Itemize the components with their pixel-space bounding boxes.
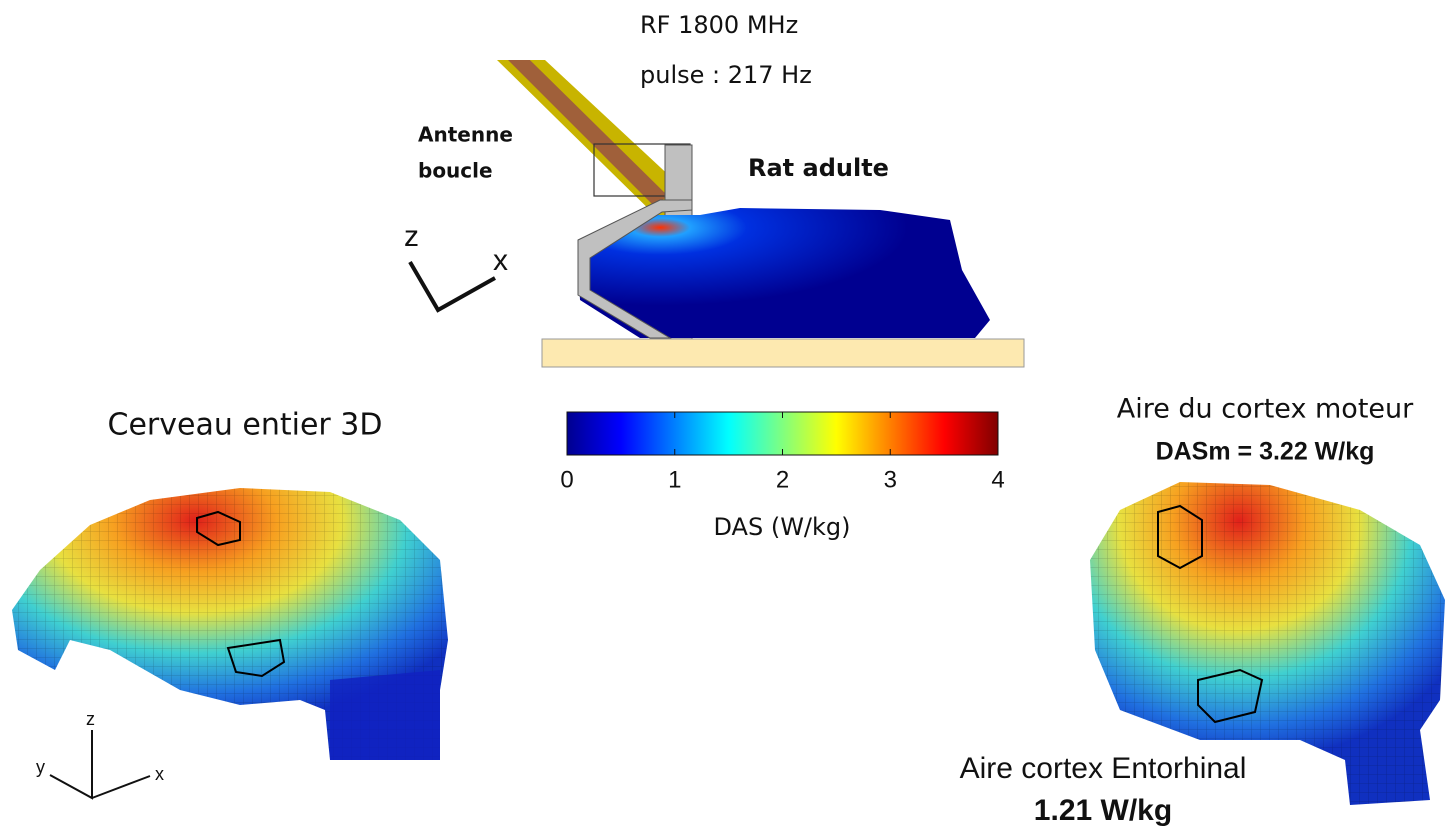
antenna-label: boucle [418,159,493,183]
tick-label: 1 [668,466,681,493]
axes-icon [50,730,150,798]
rat-body [578,208,990,338]
brain-left [12,488,448,760]
base-plate [542,339,1024,367]
entorhinal-value: 1.21 W/kg [1034,794,1172,827]
panel-title: Cerveau entier 3D [108,408,383,443]
entorhinal-title: Aire cortex Entorhinal [960,752,1247,785]
motor-value: DASm = 3.22 W/kg [1156,438,1375,466]
tick-label: 3 [884,466,897,493]
colorbar-label: DAS (W/kg) [713,513,850,541]
axis-label: z [404,220,419,253]
tick-label: 4 [991,466,1004,493]
pulse-label: pulse : 217 Hz [640,61,812,89]
figure: RF 1800 MHz pulse : 217 Hz Antenne boucl… [0,0,1449,831]
axis-label: x [155,764,164,784]
tick-label: 2 [776,466,789,493]
axis-label: z [86,709,95,729]
panel-title: Aire du cortex moteur [1117,394,1414,425]
axis-label: x [493,244,508,277]
axis-label: y [36,757,45,777]
colorbar [567,412,998,455]
axes-icon [410,262,495,310]
antenna-label: Antenne [418,123,513,147]
page: RF 1800 MHz pulse : 217 Hz Antenne boucl… [0,0,1449,831]
rf-label: RF 1800 MHz [640,11,798,39]
rat-label: Rat adulte [748,154,889,182]
tick-label: 0 [560,466,573,493]
